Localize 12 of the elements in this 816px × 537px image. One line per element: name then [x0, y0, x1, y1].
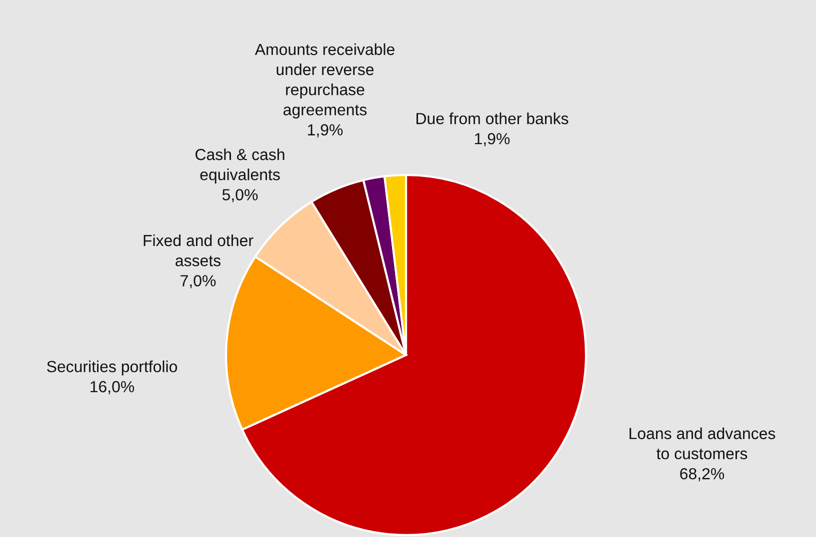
- data-label: 5,0%: [222, 189, 258, 202]
- data-label: 16,0%: [90, 381, 134, 394]
- slice-label: Fixed and other assets: [144, 234, 254, 266]
- slice-label: Loans and advances to customers: [630, 427, 776, 460]
- data-label: 7,0%: [180, 275, 216, 288]
- slice-label: Cash & cash equivalents: [196, 148, 284, 184]
- data-label: 1,9%: [475, 133, 510, 146]
- data-label: 68,2%: [680, 468, 724, 482]
- slice-label: Securities portfolio: [47, 360, 178, 376]
- data-label: 1,9%: [308, 124, 343, 138]
- slice-label: Due from other banks: [416, 112, 568, 124]
- slice-label: Amounts receivable under reverse repurchase agreements: [254, 43, 394, 119]
